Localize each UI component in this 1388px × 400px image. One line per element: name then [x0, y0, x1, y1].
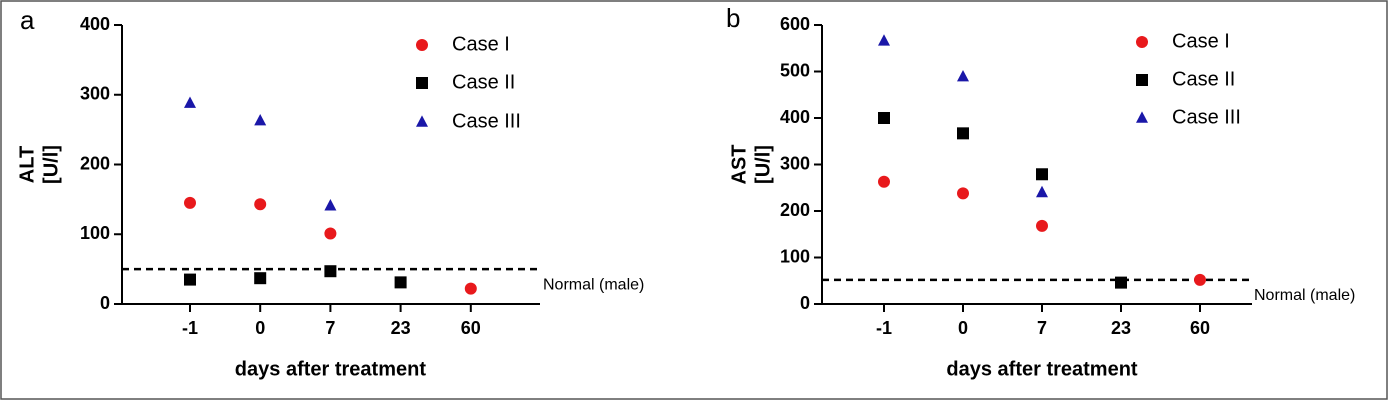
point — [878, 34, 890, 46]
legend-label: Case II — [452, 71, 515, 93]
y-axis-label: ALT — [16, 146, 38, 183]
y-tick-label: 600 — [780, 14, 810, 34]
x-tick-label: 0 — [958, 318, 968, 338]
point — [957, 187, 969, 200]
x-tick-label: -1 — [182, 318, 198, 338]
x-tick-label: 60 — [1190, 318, 1210, 338]
point — [1194, 273, 1206, 286]
legend-marker — [1136, 74, 1148, 86]
legend-marker — [416, 115, 428, 127]
legend-label: Case I — [452, 33, 510, 55]
x-tick-label: 0 — [255, 318, 265, 338]
y-tick-label: 0 — [100, 293, 110, 313]
point — [957, 70, 969, 82]
point — [184, 273, 196, 286]
y-tick-label: 400 — [80, 14, 110, 34]
point — [878, 112, 890, 124]
y-axis-label: AST — [728, 145, 750, 185]
legend-label: Case I — [1172, 30, 1230, 52]
point — [324, 265, 337, 278]
y-tick-label: 100 — [80, 223, 110, 243]
y-tick-label: 0 — [800, 293, 810, 313]
x-axis-label: days after treatment — [235, 358, 427, 380]
y-tick-label: 200 — [80, 153, 110, 173]
reference-label: Normal (male) — [543, 276, 644, 293]
y-tick-label: 300 — [80, 84, 110, 104]
point — [184, 196, 196, 209]
legend-label: Case II — [1172, 68, 1235, 90]
point — [1036, 219, 1048, 232]
y-tick-label: 400 — [780, 107, 810, 127]
legend-marker — [416, 77, 428, 89]
point — [1036, 185, 1048, 198]
point — [878, 175, 890, 188]
point — [1115, 276, 1127, 289]
point — [394, 276, 407, 289]
y-tick-label: 200 — [780, 200, 810, 220]
point — [254, 272, 267, 285]
point — [464, 282, 477, 295]
point — [184, 96, 196, 108]
panel-label: b — [726, 3, 740, 33]
legend-marker — [1136, 36, 1148, 48]
y-tick-label: 500 — [780, 60, 810, 80]
x-axis-label: days after treatment — [946, 358, 1138, 380]
panel-label: a — [20, 5, 35, 35]
legend-marker — [1136, 111, 1148, 123]
legend-label: Case III — [452, 110, 521, 132]
point — [254, 198, 267, 211]
point — [1036, 168, 1048, 181]
x-tick-label: 7 — [1037, 318, 1047, 338]
point — [957, 127, 969, 140]
y-axis-label: [U/l] — [752, 145, 774, 184]
y-axis-label: [U/l] — [40, 145, 62, 184]
point — [324, 199, 337, 211]
x-tick-label: -1 — [876, 318, 892, 338]
x-tick-label: 23 — [1111, 318, 1131, 338]
y-tick-label: 100 — [780, 246, 810, 266]
point — [324, 227, 337, 240]
point — [254, 113, 267, 126]
y-tick-label: 300 — [780, 153, 810, 173]
x-tick-label: 23 — [391, 318, 411, 338]
legend-marker — [416, 39, 428, 51]
legend-label: Case III — [1172, 106, 1241, 128]
reference-label: Normal (male) — [1254, 287, 1355, 304]
x-tick-label: 60 — [461, 318, 481, 338]
x-tick-label: 7 — [325, 318, 335, 338]
